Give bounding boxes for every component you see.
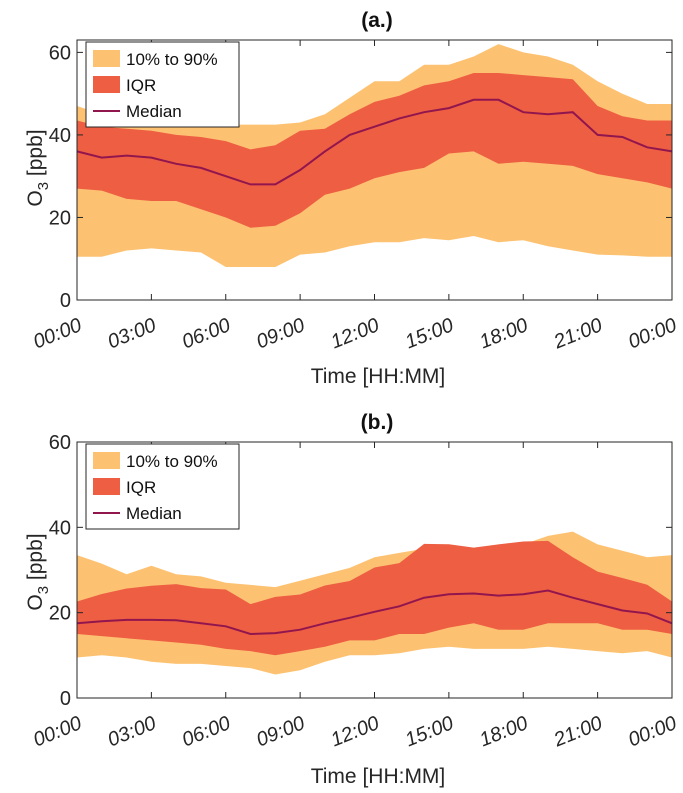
chart-title: (b.) [361, 411, 394, 434]
legend-label-iqr: IQR [126, 478, 156, 497]
legend-label-10-90: 10% to 90% [126, 50, 218, 69]
x-tick-label: 15:00 [402, 314, 457, 353]
legend-swatch-10-90 [93, 452, 120, 469]
x-tick-label: 03:00 [105, 314, 160, 353]
y-axis-label: O3 [ppb] [24, 129, 52, 206]
x-tick-label: 18:00 [476, 712, 531, 751]
chart-panel-b: (b.) O3 [ppb] Time [HH:MM] 0 20 40 60 00:00 0… [24, 411, 680, 788]
x-tick-label: 12:00 [328, 314, 383, 353]
y-tick-label: 20 [49, 603, 71, 625]
y-tick-label: 0 [60, 290, 71, 312]
x-tick-label: 00:00 [625, 314, 680, 353]
y-axis-label: O3 [ppb] [24, 533, 52, 610]
y-tick-label: 60 [49, 432, 71, 454]
y-axis-label-unit: [ppb] [24, 533, 47, 586]
x-tick-label: 18:00 [476, 314, 531, 353]
x-tick-label: 09:00 [253, 712, 308, 751]
y-tick-label: 40 [49, 517, 71, 539]
chart-title: (a.) [361, 9, 393, 32]
y-tick-label: 40 [49, 125, 71, 147]
y-axis-label-base: O [24, 190, 47, 206]
y-tick-label: 0 [60, 688, 71, 710]
x-axis-label: Time [HH:MM] [311, 365, 446, 388]
y-tick-label: 20 [49, 207, 71, 229]
legend: 10% to 90% IQR Median [85, 443, 240, 530]
median-line [76, 98, 673, 186]
x-tick-label: 00:00 [30, 314, 85, 353]
legend-swatch-10-90 [93, 50, 120, 67]
median-line [76, 589, 673, 636]
x-tick-label: 03:00 [105, 712, 160, 751]
x-tick-label: 00:00 [30, 712, 85, 751]
x-tick-label: 21:00 [550, 712, 606, 752]
x-tick-label: 00:00 [625, 712, 680, 751]
x-tick-label: 06:00 [179, 314, 234, 353]
x-tick-label: 21:00 [550, 314, 606, 354]
x-tick-label: 09:00 [253, 314, 308, 353]
y-axis-label-subscript: 3 [35, 586, 52, 594]
y-axis-label-unit: [ppb] [24, 129, 47, 182]
x-tick-label: 15:00 [402, 712, 457, 751]
legend-label-median: Median [126, 504, 182, 523]
x-tick-label: 06:00 [179, 712, 234, 751]
legend-label-10-90: 10% to 90% [126, 452, 218, 471]
y-tick-label: 60 [49, 42, 71, 64]
x-axis-label: Time [HH:MM] [311, 765, 446, 788]
legend-label-iqr: IQR [126, 76, 156, 95]
chart-panel-a: (a.) O3 [ppb] Time [HH:MM] 0 20 40 60 00:00 0… [24, 9, 680, 388]
legend-swatch-iqr [93, 76, 120, 93]
legend-label-median: Median [126, 102, 182, 121]
legend: 10% to 90% IQR Median [85, 41, 240, 128]
legend-swatch-iqr [93, 478, 120, 495]
x-tick-label: 12:00 [328, 712, 383, 751]
y-axis-label-subscript: 3 [35, 182, 52, 190]
y-axis-label-base: O [24, 594, 47, 610]
